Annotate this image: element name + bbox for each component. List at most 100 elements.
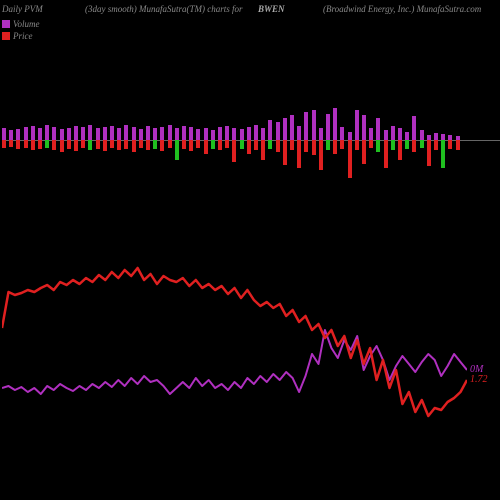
bar-lower: [189, 140, 193, 151]
bar-upper: [319, 128, 323, 140]
bar-upper: [153, 128, 157, 140]
bar-upper: [81, 127, 85, 140]
bar-lower: [362, 140, 366, 164]
bar-upper: [16, 129, 20, 140]
bar-lower: [60, 140, 64, 152]
bar-lower: [355, 140, 359, 150]
bar-lower: [182, 140, 186, 149]
bar-lower: [441, 140, 445, 168]
title-right: (Broadwind Energy, Inc.) MunafaSutra.com: [323, 4, 481, 14]
bar-lower: [391, 140, 395, 150]
bar-lower: [333, 140, 337, 154]
bar-lower: [168, 140, 172, 148]
bar-lower: [132, 140, 136, 152]
bar-lower: [297, 140, 301, 168]
bar-upper: [211, 130, 215, 140]
bar-upper: [434, 133, 438, 140]
bar-chart: [2, 100, 467, 180]
bar-lower: [9, 140, 13, 147]
bar-lower: [110, 140, 114, 148]
bar-lower: [2, 140, 6, 148]
bar-upper: [290, 115, 294, 140]
bar-lower: [376, 140, 380, 152]
bar-upper: [117, 128, 121, 140]
bar-upper: [333, 108, 337, 140]
bar-upper: [398, 128, 402, 140]
bar-upper: [312, 110, 316, 140]
bar-lower: [96, 140, 100, 149]
line-svg: [2, 260, 467, 440]
bar-lower: [153, 140, 157, 149]
bar-upper: [283, 118, 287, 140]
bar-lower: [38, 140, 42, 149]
bar-lower: [304, 140, 308, 152]
bar-lower: [196, 140, 200, 148]
bar-lower: [74, 140, 78, 151]
bar-upper: [38, 128, 42, 140]
bar-lower: [290, 140, 294, 150]
bar-upper: [24, 127, 28, 140]
bar-upper: [355, 110, 359, 140]
bar-upper: [2, 128, 6, 140]
bar-upper: [276, 122, 280, 140]
bar-upper: [67, 128, 71, 140]
bar-upper: [196, 129, 200, 140]
bar-upper: [96, 128, 100, 140]
bar-lower: [139, 140, 143, 148]
bar-lower: [405, 140, 409, 149]
bar-lower: [268, 140, 272, 149]
bar-lower: [81, 140, 85, 148]
bar-lower: [240, 140, 244, 149]
line-chart: [2, 260, 467, 440]
bar-upper: [189, 127, 193, 140]
title-left: Daily PVM: [2, 4, 43, 14]
bar-lower: [247, 140, 251, 154]
legend-price-label: Price: [13, 31, 33, 41]
bar-lower: [45, 140, 49, 148]
bar-upper: [110, 126, 114, 140]
bar-lower: [448, 140, 452, 149]
legend: Volume Price: [2, 18, 40, 42]
bar-lower: [261, 140, 265, 160]
legend-price-swatch: [2, 32, 10, 40]
bar-upper: [31, 126, 35, 140]
bar-upper: [391, 126, 395, 140]
bar-lower: [211, 140, 215, 149]
bar-lower: [348, 140, 352, 178]
legend-volume-swatch: [2, 20, 10, 28]
bar-lower: [204, 140, 208, 154]
bar-upper: [139, 129, 143, 140]
bar-upper: [160, 127, 164, 140]
bar-upper: [340, 127, 344, 140]
bar-upper: [175, 128, 179, 140]
bar-upper: [268, 120, 272, 140]
bar-lower: [427, 140, 431, 166]
bar-upper: [132, 127, 136, 140]
bar-lower: [160, 140, 164, 151]
bar-upper: [376, 118, 380, 140]
bar-lower: [117, 140, 121, 150]
price-end-label: 1.72: [470, 374, 488, 385]
header: Daily PVM (3day smooth) MunafaSutra(TM) …: [0, 4, 500, 34]
bar-upper: [362, 115, 366, 140]
bar-lower: [276, 140, 280, 152]
legend-volume: Volume: [2, 18, 40, 30]
bar-lower: [16, 140, 20, 149]
bar-lower: [24, 140, 28, 148]
legend-volume-label: Volume: [13, 19, 40, 29]
bar-lower: [398, 140, 402, 160]
volume-line: [2, 330, 467, 394]
price-line: [2, 268, 467, 416]
bar-upper: [412, 116, 416, 140]
bar-upper: [420, 130, 424, 140]
bar-upper: [247, 127, 251, 140]
bar-lower: [232, 140, 236, 162]
bar-upper: [225, 126, 229, 140]
bar-upper: [261, 128, 265, 140]
bar-lower: [456, 140, 460, 150]
bar-upper: [45, 125, 49, 140]
bar-lower: [319, 140, 323, 170]
title-mid: (3day smooth) MunafaSutra(TM) charts for: [85, 4, 243, 14]
bar-upper: [88, 125, 92, 140]
bar-lower: [340, 140, 344, 149]
